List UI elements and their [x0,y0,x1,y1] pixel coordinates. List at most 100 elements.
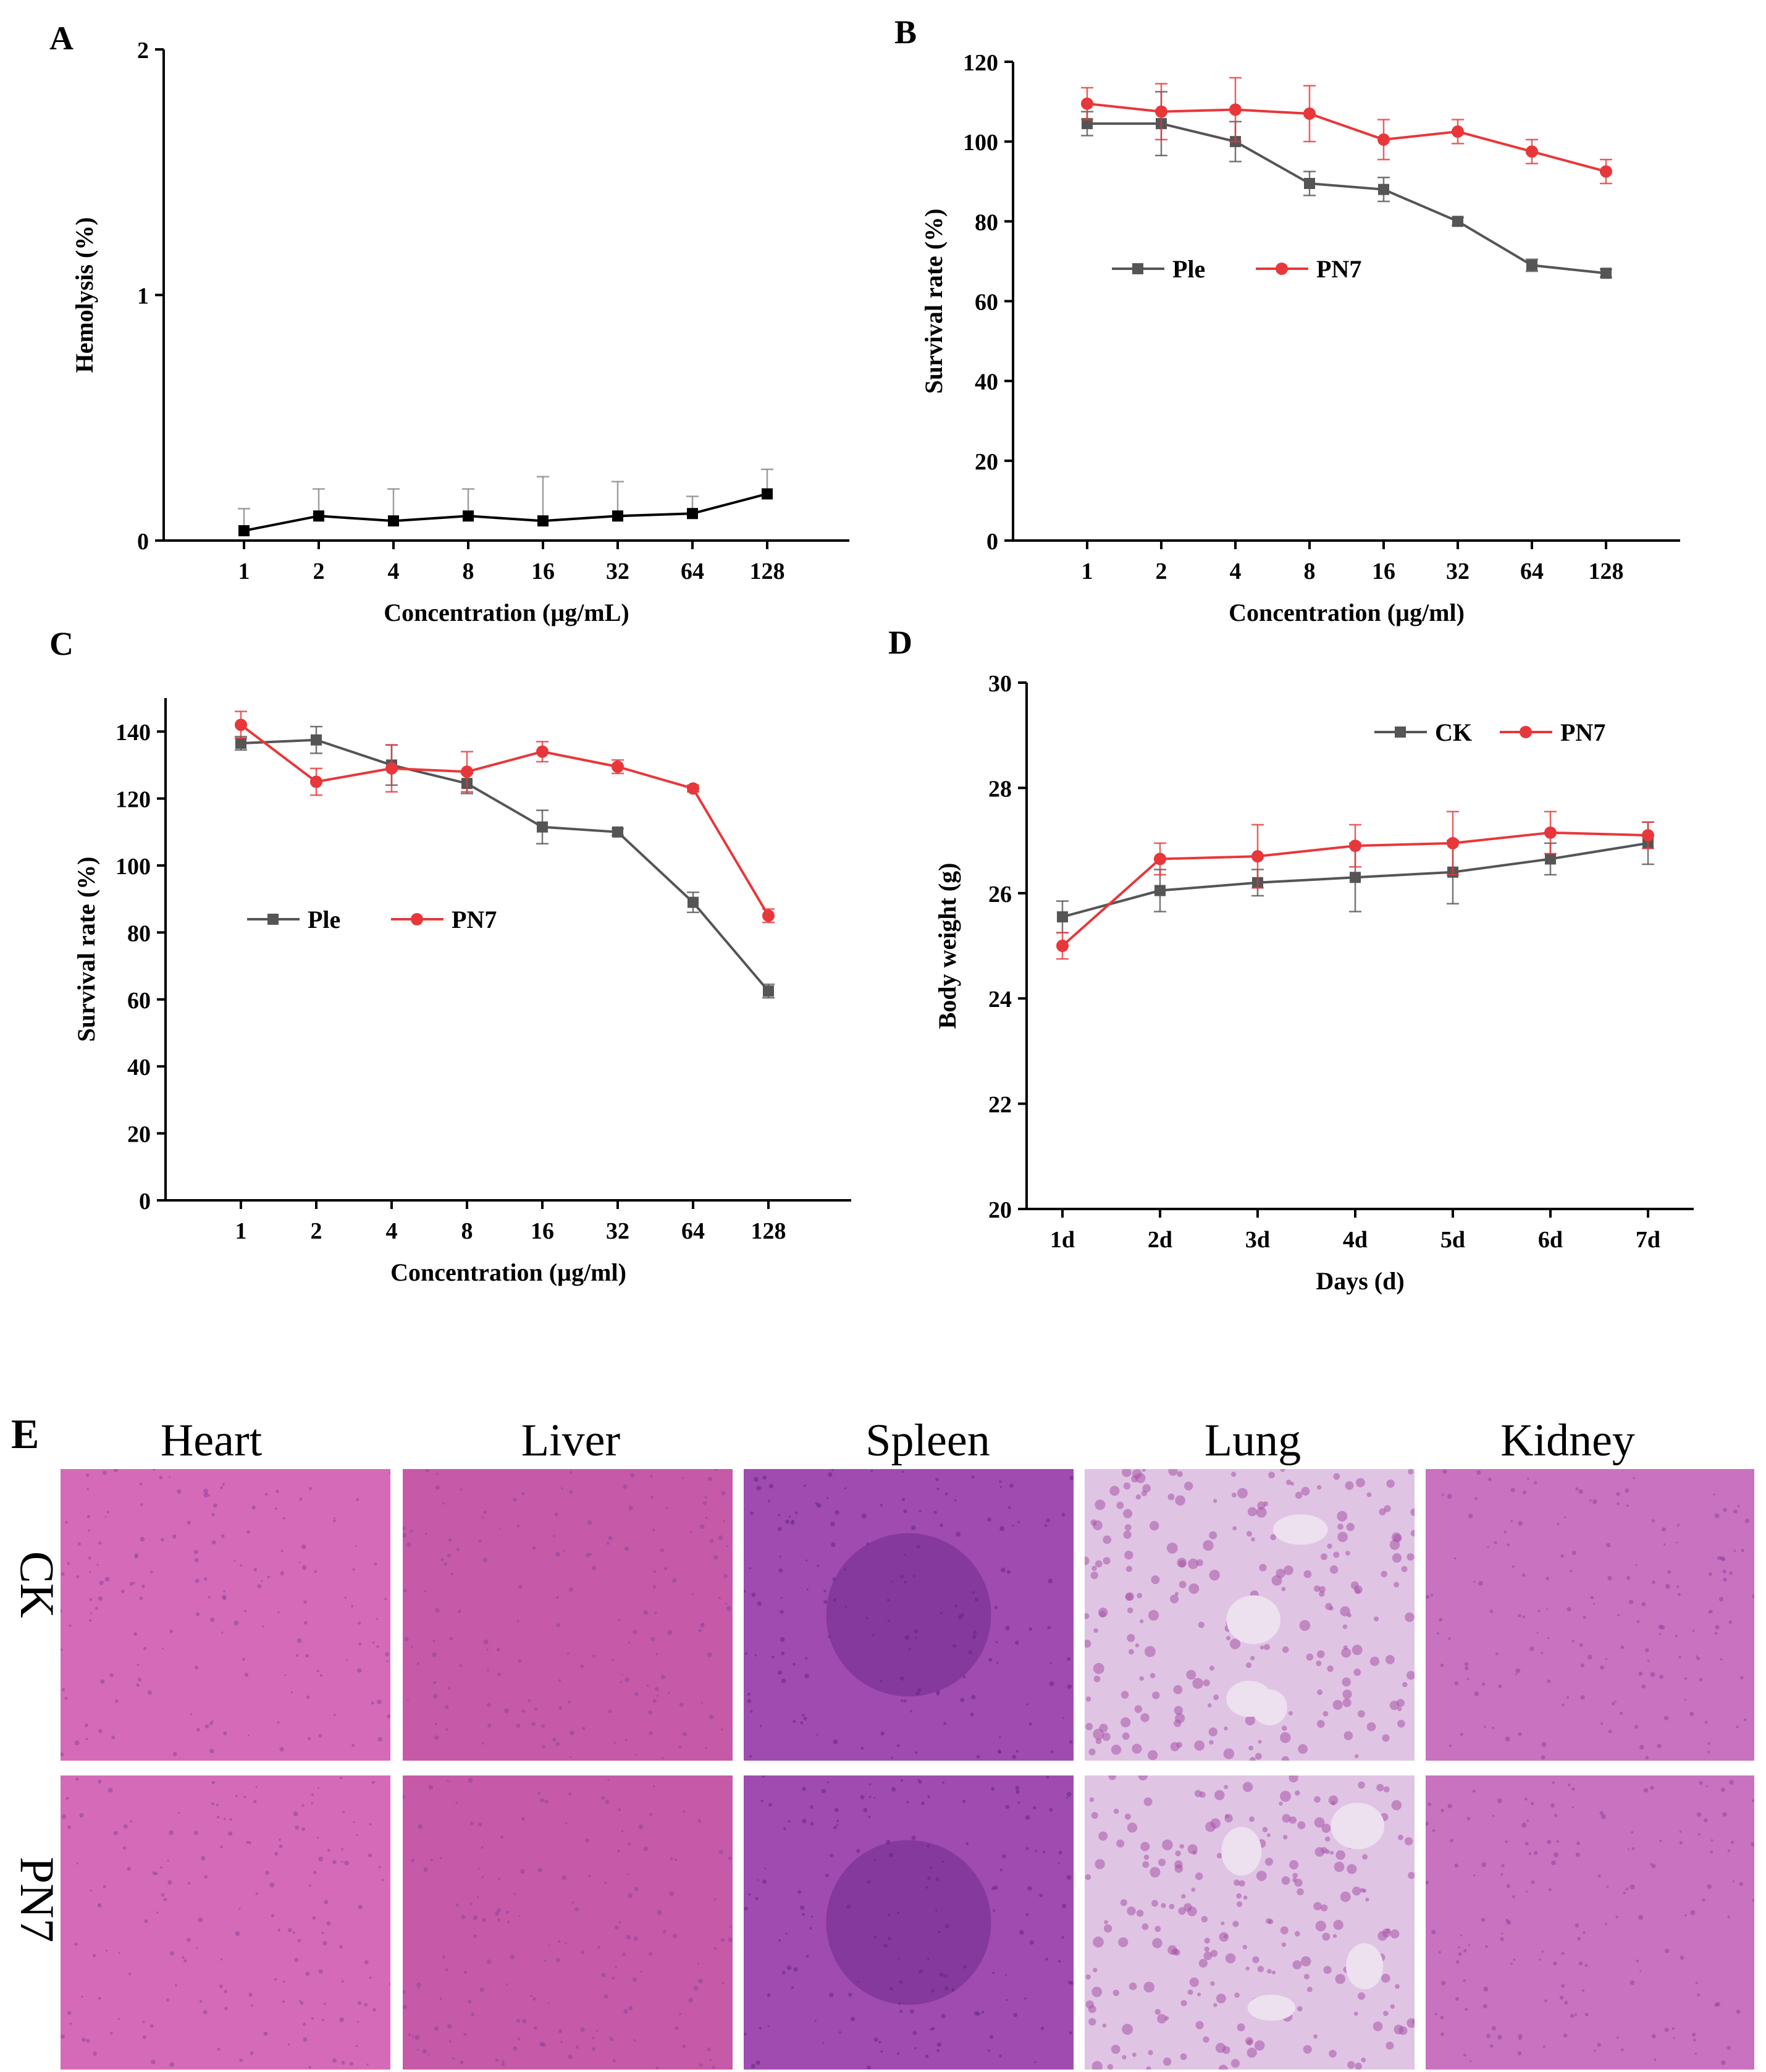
tissue-texture [1025,1815,1030,1820]
tissue-texture [96,1564,99,1566]
tissue-texture [203,1493,209,1498]
tissue-texture [95,1607,98,1611]
data-point [687,782,699,795]
tissue-texture [1329,1851,1334,1855]
tissue-texture [944,1986,949,1990]
tissue-texture [1132,1469,1142,1479]
tissue-texture [1313,2034,1318,2039]
tissue-texture [606,1541,610,1545]
tissue-texture [1554,1814,1558,1817]
tissue-texture [1103,1557,1111,1565]
tissue-texture [1142,1861,1150,1868]
data-point [1229,103,1242,116]
x-axis-label: Concentration (µg/mL) [384,599,629,626]
tissue-texture [1268,1472,1275,1479]
tissue-texture [574,1907,579,1911]
tissue-texture [1435,2013,1437,2016]
tissue-texture [643,1610,649,1615]
tissue-texture [660,1674,665,1680]
series-pn7 [1056,811,1654,960]
tissue-texture [86,1488,90,1491]
tissue-texture [1343,1731,1353,1740]
tissue-texture [152,1871,156,1875]
x-tick-label: 4 [386,1218,398,1244]
tissue-texture [962,1800,966,1803]
x-tick-label: 4d [1343,1227,1368,1253]
data-point [1251,850,1264,863]
tissue-texture [1224,1934,1228,1939]
tissue-texture [941,1781,945,1784]
tissue-texture [261,1580,263,1583]
tissue-texture [650,1475,654,1478]
tissue-texture [1085,1722,1093,1730]
tissue-texture [1369,1656,1380,1666]
tissue-texture [1230,2058,1240,2068]
tissue-texture [1001,1567,1006,1573]
tissue-texture [1580,1695,1585,1700]
tissue-texture [1186,1670,1196,1680]
data-point [310,775,322,788]
tissue-texture [1361,2057,1366,2063]
tissue-texture [633,2039,636,2042]
tissue-texture [1129,1982,1137,1990]
tissue-texture [1392,1553,1402,1563]
tissue-texture [1386,1479,1395,1488]
tissue-texture [1717,1556,1722,1560]
tissue-texture [371,1701,374,1705]
tissue-texture [244,1610,247,1612]
tissue-texture [1722,1569,1726,1574]
x-tick-label: 1 [238,558,250,584]
tissue-texture [713,1898,717,1901]
tissue-texture [1692,2032,1696,2037]
tissue-texture [447,1554,451,1558]
tissue-texture [628,1641,631,1644]
tissue-texture [1365,1897,1369,1902]
tissue-texture [634,1692,639,1696]
tissue-texture [1085,1556,1090,1565]
tissue-texture [887,1937,891,1941]
tissue-texture [211,1780,216,1785]
tissue-texture [991,1787,995,1791]
tissue-texture [1566,1696,1570,1699]
tissue-texture [1650,1785,1654,1790]
tissue-texture [555,1551,560,1557]
tissue-texture [1125,1565,1133,1572]
tissue-texture [970,1712,974,1717]
tissue-texture [1389,1539,1400,1550]
tissue-texture [1721,2060,1726,2065]
tissue-texture [793,1662,796,1666]
tissue-texture [1678,1656,1681,1659]
tissue-texture [85,1738,88,1741]
tissue-texture [542,1745,546,1749]
tissue-texture [1184,1903,1192,1912]
tissue-texture [699,1524,705,1529]
tissue-texture [143,1646,147,1650]
tissue-texture [1575,1852,1580,1857]
tissue-texture [992,1971,995,1974]
tissue-texture [1470,2060,1472,2063]
tissue-texture [897,2052,900,2055]
tissue-texture [1548,1888,1552,1892]
tissue-texture [1181,1894,1186,1899]
tissue-texture [558,1940,561,1944]
tissue-image-lung-ck [1085,1469,1415,1761]
tissue-texture [730,1926,732,1928]
tissue-texture [1122,2055,1127,2060]
tissue-texture [1659,1633,1661,1635]
tissue-texture [196,1728,200,1732]
tissue-texture [900,1699,904,1703]
tissue-texture [1466,1677,1470,1680]
tissue-texture [1381,1973,1390,1983]
tissue-texture [1697,1993,1700,1997]
tissue-texture [886,1840,891,1845]
tissue-texture [1733,1509,1738,1514]
x-tick-label: 16 [531,1218,554,1244]
tissue-texture [303,2037,308,2042]
tissue-texture [1069,2031,1072,2035]
tissue-texture [1127,1906,1136,1916]
tissue-texture [778,1514,781,1517]
tissue-texture [618,1619,621,1622]
tissue-texture [582,1727,586,1730]
tissue-texture [211,1513,215,1517]
tissue-texture [497,1877,500,1880]
